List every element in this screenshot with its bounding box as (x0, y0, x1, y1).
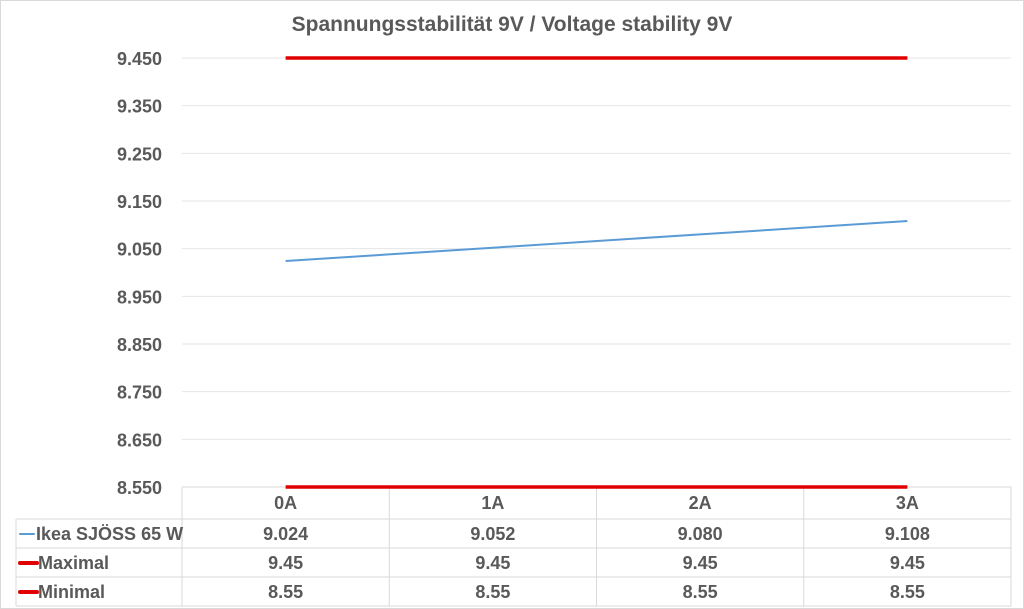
x-tick-label: 3A (896, 493, 919, 513)
data-label: 8.55 (475, 582, 510, 602)
y-tick-label: 9.250 (117, 144, 162, 164)
y-tick-label: 8.550 (117, 478, 162, 498)
y-tick-label: 9.450 (117, 49, 162, 69)
data-label: 9.45 (890, 553, 925, 573)
data-label: 9.080 (678, 524, 723, 544)
y-tick-label: 8.950 (117, 287, 162, 307)
y-tick-label: 8.650 (117, 430, 162, 450)
y-tick-label: 8.850 (117, 335, 162, 355)
data-label: 8.55 (268, 582, 303, 602)
legend-label: Minimal (38, 582, 105, 602)
data-label: 8.55 (683, 582, 718, 602)
y-tick-label: 9.150 (117, 192, 162, 212)
data-label: 9.45 (475, 553, 510, 573)
x-tick-label: 1A (481, 493, 504, 513)
data-label: 9.45 (268, 553, 303, 573)
legend-label: Ikea SJÖSS 65 W (36, 524, 183, 544)
data-label: 9.45 (683, 553, 718, 573)
data-label: 9.052 (470, 524, 515, 544)
series-line-0 (285, 220, 908, 263)
data-label: 9.024 (263, 524, 308, 544)
x-tick-label: 0A (274, 493, 297, 513)
x-tick-label: 2A (689, 493, 712, 513)
y-tick-label: 8.750 (117, 383, 162, 403)
data-label: 9.108 (885, 524, 930, 544)
data-label: 8.55 (890, 582, 925, 602)
chart-title: Spannungsstabilität 9V / Voltage stabili… (292, 13, 733, 36)
legend-label: Maximal (38, 553, 109, 573)
y-tick-label: 9.350 (117, 97, 162, 117)
y-tick-label: 9.050 (117, 240, 162, 260)
